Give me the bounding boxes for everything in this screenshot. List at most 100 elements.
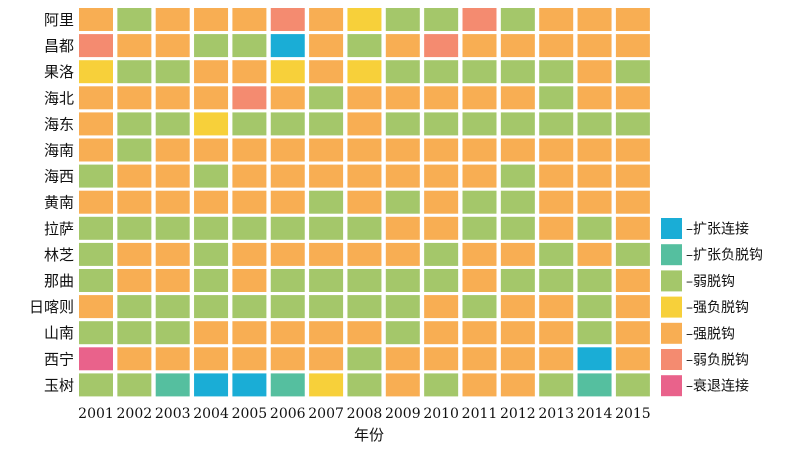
cell-r4-c0	[79, 112, 113, 136]
cell-r11-c12	[539, 295, 574, 319]
cell-r13-c0	[79, 347, 113, 371]
cell-r7-c6	[309, 190, 344, 214]
cell-r9-c10	[462, 242, 497, 266]
cell-r14-c13	[577, 373, 612, 397]
cell-r3-c1	[117, 86, 152, 110]
region-label: 黄南	[44, 194, 74, 212]
cell-r14-c5	[270, 373, 305, 397]
cell-r13-c4	[232, 347, 267, 371]
cell-r5-c2	[155, 138, 190, 162]
cell-r14-c14	[615, 373, 650, 397]
cell-r2-c0	[79, 60, 113, 84]
cell-r3-c10	[462, 86, 497, 110]
cell-r8-c3	[194, 216, 229, 240]
cell-r11-c3	[194, 295, 229, 319]
cell-r3-c9	[424, 86, 459, 110]
legend-swatch	[661, 322, 682, 344]
cell-r9-c4	[232, 242, 267, 266]
cell-r2-c4	[232, 60, 267, 84]
cell-r9-c11	[500, 242, 535, 266]
cell-r10-c0	[79, 269, 113, 292]
cell-r10-c2	[155, 269, 190, 292]
region-label: 阿里	[44, 11, 74, 29]
cell-r14-c1	[117, 373, 152, 397]
cell-r14-c10	[462, 373, 497, 397]
cell-r13-c10	[462, 347, 497, 371]
cell-r2-c11	[500, 60, 535, 84]
cell-r1-c14	[615, 34, 650, 58]
cell-r0-c7	[347, 8, 382, 31]
year-label: 2011	[462, 406, 498, 422]
cell-r4-c11	[500, 112, 535, 136]
cell-r10-c6	[309, 269, 344, 292]
legend-swatch	[661, 349, 682, 370]
cell-r9-c7	[347, 242, 382, 266]
region-label: 日喀则	[29, 298, 74, 316]
cell-r12-c9	[424, 321, 459, 345]
cell-r3-c6	[309, 86, 344, 110]
cell-r9-c0	[79, 242, 113, 266]
cell-r0-c11	[500, 8, 535, 31]
cell-r11-c6	[309, 295, 344, 319]
cell-r6-c10	[462, 164, 497, 188]
legend-label: –强负脱钩	[686, 300, 749, 316]
cell-r0-c3	[194, 8, 229, 31]
cell-r1-c11	[500, 34, 535, 58]
cell-r4-c1	[117, 112, 152, 136]
cell-r11-c11	[500, 295, 535, 319]
legend-swatch	[661, 375, 682, 397]
cell-r13-c3	[194, 347, 229, 371]
cell-r4-c10	[462, 112, 497, 136]
cell-r10-c11	[500, 269, 535, 292]
cell-r2-c8	[385, 60, 420, 84]
year-label: 2008	[347, 406, 383, 422]
cell-r11-c14	[615, 295, 650, 319]
region-label: 山南	[44, 324, 74, 342]
cell-r12-c13	[577, 321, 612, 345]
cell-r11-c13	[577, 295, 612, 319]
cell-r4-c14	[615, 112, 650, 136]
cell-r8-c5	[270, 216, 305, 240]
cell-r3-c14	[615, 86, 650, 110]
cell-r13-c8	[385, 347, 420, 371]
cell-r13-c9	[424, 347, 459, 371]
cell-r14-c3	[194, 373, 229, 397]
cell-r6-c11	[500, 164, 535, 188]
legend: –扩张连接 –扩张负脱钩 –弱脱钩 –强负脱钩 –强脱钩 –弱负脱钩 –衰退连接	[661, 218, 763, 397]
cell-r2-c2	[155, 60, 190, 84]
year-label: 2001	[78, 406, 114, 422]
cell-r3-c4	[232, 86, 267, 110]
region-label: 玉树	[44, 376, 74, 394]
cell-r5-c8	[385, 138, 420, 162]
cell-r1-c1	[117, 34, 152, 58]
cell-r4-c13	[577, 112, 612, 136]
cell-r9-c12	[539, 242, 574, 266]
cell-r1-c4	[232, 34, 267, 58]
cell-r11-c5	[270, 295, 305, 319]
cell-r14-c9	[424, 373, 459, 397]
cell-r2-c1	[117, 60, 152, 84]
year-labels: 2001 2002 2003 2004 2005 2006 2007 2008 2009 2010…	[78, 406, 651, 422]
cell-r12-c0	[79, 321, 113, 345]
region-label: 海北	[44, 89, 74, 107]
cell-r7-c4	[232, 190, 267, 214]
cell-r9-c5	[270, 242, 305, 266]
x-axis-title: 年份	[354, 426, 384, 444]
cell-r13-c6	[309, 347, 344, 371]
cell-r12-c2	[155, 321, 190, 345]
cell-r13-c12	[539, 347, 574, 371]
cell-r12-c8	[385, 321, 420, 345]
heatmap-cells	[79, 8, 650, 397]
cell-r3-c5	[270, 86, 305, 110]
cell-r8-c6	[309, 216, 344, 240]
cell-r0-c8	[385, 8, 420, 31]
cell-r11-c9	[424, 295, 459, 319]
cell-r7-c12	[539, 190, 574, 214]
year-label: 2013	[538, 406, 574, 422]
legend-swatch	[661, 218, 682, 239]
region-label: 拉萨	[44, 220, 74, 238]
cell-r0-c14	[615, 8, 650, 31]
cell-r9-c13	[577, 242, 612, 266]
cell-r2-c14	[615, 60, 650, 84]
year-label: 2015	[615, 406, 651, 422]
